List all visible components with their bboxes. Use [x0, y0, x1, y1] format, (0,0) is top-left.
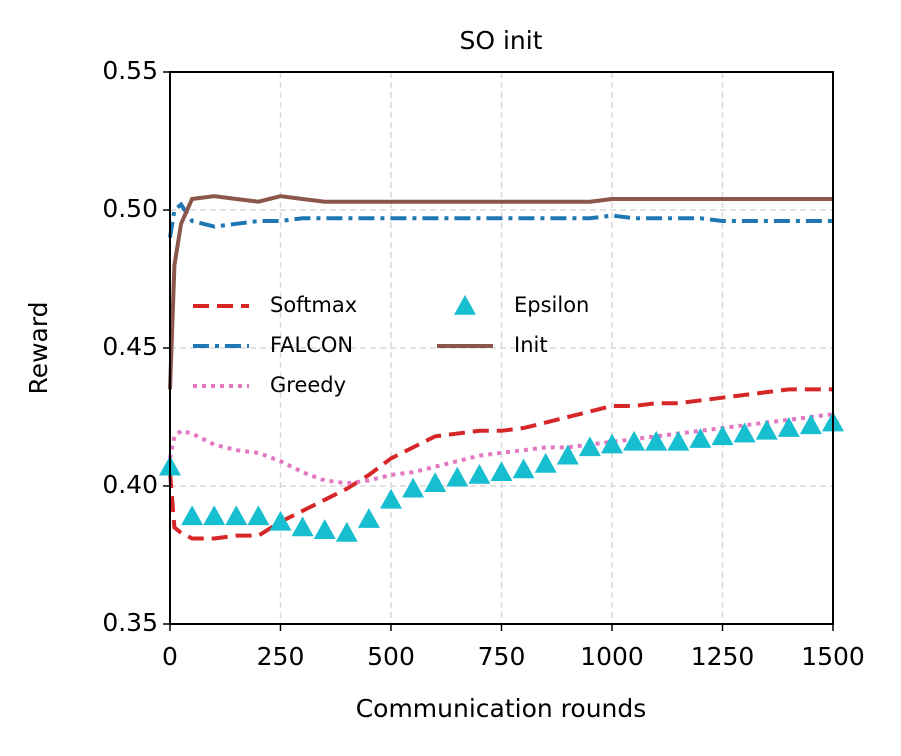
marker: [623, 430, 646, 451]
legend-label: Init: [514, 333, 548, 357]
marker: [181, 505, 204, 526]
marker: [446, 466, 469, 487]
marker: [424, 472, 447, 493]
y-tick-label: 0.50: [102, 194, 158, 223]
legend-label: Softmax: [270, 293, 357, 317]
marker: [357, 508, 380, 528]
x-axis-label: Communication rounds: [356, 694, 647, 723]
y-tick-label: 0.55: [102, 56, 158, 85]
marker: [247, 505, 270, 526]
y-axis-label: Reward: [24, 301, 53, 394]
marker: [468, 463, 491, 484]
series-line: [168, 201, 833, 238]
x-tick-label: 250: [257, 642, 305, 671]
marker: [225, 505, 248, 526]
y-tick-label: 0.35: [102, 608, 158, 637]
series-line: [168, 194, 833, 390]
legend-label: Epsilon: [514, 293, 589, 317]
marker: [313, 519, 336, 539]
marker: [291, 516, 314, 537]
marker: [733, 422, 756, 443]
marker: [711, 425, 734, 446]
y-tick-label: 0.45: [102, 332, 158, 361]
x-tick-label: 750: [478, 642, 526, 671]
x-tick-label: 500: [367, 642, 415, 671]
marker: [645, 430, 668, 451]
marker: [380, 488, 402, 509]
x-tick-label: 0: [162, 642, 178, 671]
plot-frame: [169, 71, 834, 625]
marker: [578, 436, 601, 457]
marker: [799, 414, 822, 435]
series-line: [168, 387, 833, 541]
marker: [203, 505, 226, 526]
marker: [269, 510, 292, 531]
marker: [667, 430, 690, 451]
marker: [335, 521, 358, 542]
marker: [534, 452, 557, 473]
y-tick-label: 0.40: [102, 470, 158, 499]
marker: [689, 428, 712, 448]
series-line: [168, 412, 834, 486]
chart-title: SO init: [459, 26, 542, 55]
marker: [556, 444, 579, 465]
legend-label: FALCON: [270, 333, 353, 357]
x-tick-label: 1000: [580, 642, 644, 671]
marker: [755, 419, 778, 440]
x-tick-label: 1500: [801, 642, 865, 671]
marker: [777, 417, 800, 437]
legend-marker: [454, 295, 476, 315]
marker: [402, 477, 425, 498]
legend-label: Greedy: [270, 373, 346, 397]
marker: [601, 433, 623, 454]
marker: [490, 461, 513, 481]
marker: [512, 458, 535, 479]
x-tick-label: 1250: [691, 642, 755, 671]
